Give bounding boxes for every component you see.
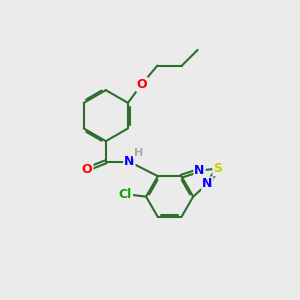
Text: N: N	[124, 155, 135, 168]
Text: H: H	[134, 148, 143, 158]
Text: S: S	[213, 162, 222, 175]
Text: N: N	[194, 164, 205, 177]
Text: O: O	[82, 163, 92, 176]
Text: N: N	[202, 177, 213, 190]
Text: Cl: Cl	[119, 188, 132, 201]
Text: O: O	[136, 78, 147, 91]
